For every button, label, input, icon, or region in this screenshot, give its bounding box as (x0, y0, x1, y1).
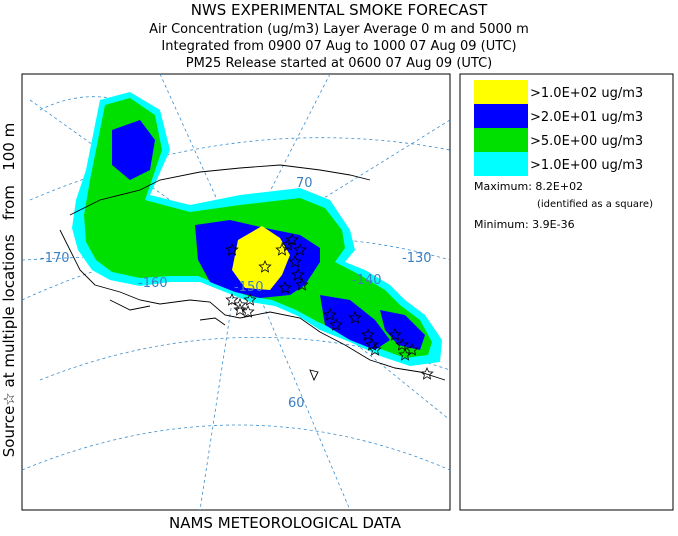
legend-items: >1.0E+02 ug/m3 >2.0E+01 ug/m3 >5.0E+00 ug/… (474, 80, 643, 176)
source-marker (361, 327, 375, 341)
source-marker (398, 347, 412, 361)
map-label: 70 (296, 176, 313, 191)
source-marker (323, 307, 337, 321)
source-marker (285, 232, 299, 246)
source-marker (293, 242, 307, 256)
side-label: Source☆ at multiple locations from 100 m (0, 123, 18, 457)
source-markers (225, 232, 434, 380)
source-marker (291, 267, 305, 281)
legend-swatch (474, 80, 528, 104)
legend-label: >2.0E+01 ug/m3 (530, 110, 643, 125)
source-marker (368, 342, 382, 356)
legend-swatch (474, 104, 528, 128)
source-marker (225, 292, 239, 306)
source-marker (241, 304, 255, 318)
map-labels: -170 -160 -150 -140 -130 70 60 (40, 176, 432, 411)
map: -170 -160 -150 -140 -130 70 60 (21, 73, 451, 511)
subtitle: PM25 Release started at 0600 07 Aug 09 (… (186, 56, 493, 71)
source-marker (243, 292, 257, 306)
maximum-note: (identified as a square) (537, 199, 653, 210)
source-marker (388, 327, 402, 341)
minimum: Minimum: 3.9E-36 (474, 218, 575, 231)
source-marker (295, 277, 309, 291)
map-label: -160 (138, 276, 168, 291)
title: NWS EXPERIMENTAL SMOKE FORECAST (191, 1, 488, 19)
source-marker (405, 342, 419, 356)
source-marker (288, 254, 302, 268)
legend-swatch (474, 128, 528, 152)
coastline (59, 164, 446, 382)
subtitle: Integrated from 0900 07 Aug to 1000 07 A… (161, 39, 516, 54)
footer: NAMS METEOROLOGICAL DATA (169, 514, 402, 532)
source-marker (225, 242, 239, 256)
map-label: -170 (40, 251, 70, 266)
plume (72, 92, 442, 366)
map-label: -150 (234, 280, 264, 295)
legend-label: >1.0E+00 ug/m3 (530, 158, 643, 173)
source-marker (233, 302, 247, 316)
source-marker (258, 259, 272, 273)
legend-swatch (474, 152, 528, 176)
source-marker (233, 297, 247, 311)
map-label: 60 (288, 396, 305, 411)
source-marker (275, 242, 289, 256)
subtitle: Air Concentration (ug/m3) Layer Average … (149, 22, 529, 37)
map-label: -130 (402, 251, 432, 266)
maximum: Maximum: 8.2E+02 (474, 180, 583, 193)
source-marker (329, 317, 343, 331)
source-marker (420, 366, 434, 380)
source-marker (348, 310, 362, 324)
source-marker (278, 280, 292, 294)
legend: >1.0E+02 ug/m3 >2.0E+01 ug/m3 >5.0E+00 ug/… (459, 73, 674, 511)
legend-label: >1.0E+02 ug/m3 (530, 86, 643, 101)
source-marker (395, 337, 409, 351)
map-label: -140 (352, 273, 382, 288)
legend-label: >5.0E+00 ug/m3 (530, 134, 643, 149)
